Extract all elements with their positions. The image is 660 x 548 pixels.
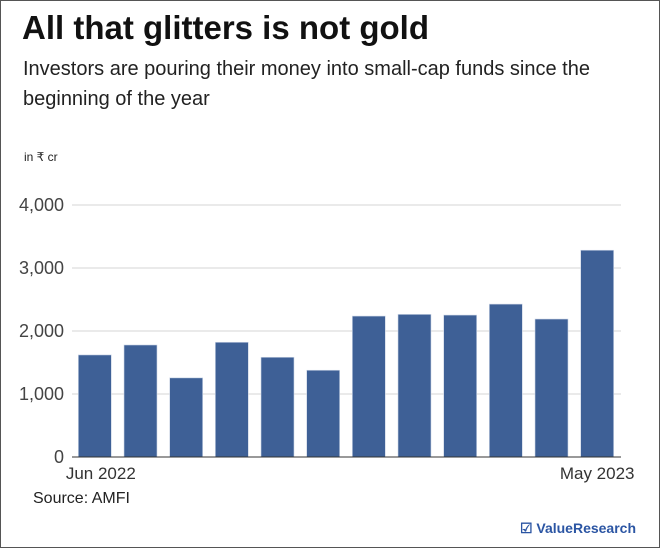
chart-subtitle: Investors are pouring their money into s… (23, 58, 590, 110)
y-tick-label: 4,000 (19, 195, 64, 215)
bar-aug-2022 (169, 377, 203, 458)
bar-oct-2022 (260, 356, 295, 458)
bar-dec-2022 (352, 315, 386, 458)
y-tick-label: 1,000 (19, 384, 64, 404)
bar-jun-2022 (78, 354, 112, 458)
brand-logo: ☑ ValueResearch (519, 520, 636, 536)
bar-may-2023 (580, 249, 614, 458)
bar-nov-2022 (306, 369, 340, 458)
bar-jan-2023 (397, 314, 432, 458)
bar-jul-2022 (123, 344, 158, 458)
bar-mar-2023 (489, 303, 523, 458)
y-tick-label: 0 (54, 447, 64, 467)
x-tick-label: May 2023 (560, 464, 635, 483)
source-note: Source: AMFI (33, 490, 130, 507)
y-tick-label: 3,000 (19, 258, 64, 278)
bar-apr-2023 (534, 318, 569, 458)
chart-title: All that glitters is not gold (22, 9, 429, 46)
x-tick-label: Jun 2022 (66, 464, 136, 483)
bar-sep-2022 (215, 341, 249, 458)
bar-feb-2023 (443, 314, 477, 458)
y-tick-label: 2,000 (19, 321, 64, 341)
y-axis-unit: in ₹ cr (24, 150, 58, 164)
